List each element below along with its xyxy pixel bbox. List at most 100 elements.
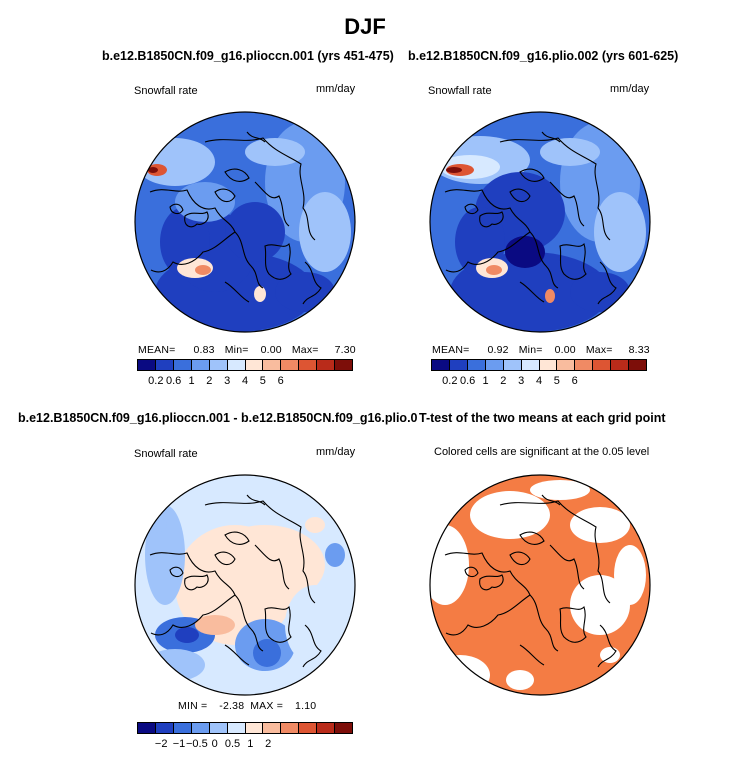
- cb1-swatch-7: [263, 360, 282, 370]
- panel3-map-border: [134, 474, 356, 696]
- panel2-map-cell-14: [570, 272, 630, 312]
- ticks1-label-5: 4: [241, 375, 249, 387]
- ticks3-label-4: 0.5: [224, 738, 241, 750]
- cb1-swatch-8: [281, 360, 300, 370]
- panel1-map-cell-8: [245, 138, 305, 166]
- cb3-swatch-3: [191, 723, 210, 733]
- ticks3-label-2: −0.5: [185, 738, 208, 750]
- cb2-swatch-1: [449, 360, 468, 370]
- ticks2-label-3: 2: [500, 375, 507, 387]
- panel3-map-cell-9: [285, 585, 345, 665]
- cb3-swatch-5: [227, 723, 246, 733]
- cb3-swatch-11: [335, 723, 353, 733]
- ticks3-label-6: 2: [265, 738, 272, 750]
- panel3-map-cell-11: [195, 615, 235, 635]
- panel3-map-cell-10: [143, 517, 167, 533]
- panel2-stats: MEAN= 0.92 Min= 0.00 Max= 8.33: [432, 344, 650, 356]
- panel2-title: b.e12.B1850CN.f09_g16.plio.002 (yrs 601-…: [408, 49, 679, 63]
- cb2-swatch-10: [611, 360, 630, 370]
- cb2-swatch-9: [593, 360, 612, 370]
- panel4-map-cell-1: [470, 491, 550, 539]
- panel2-units-label: mm/day: [610, 83, 650, 95]
- panel2-map-cell-6: [594, 192, 646, 272]
- ticks1-label-6: 5: [259, 375, 266, 387]
- ticks2-label-7: 6: [571, 375, 578, 387]
- panel4-subtitle: Colored cells are significant at the 0.0…: [434, 446, 650, 458]
- panel4-map: [430, 475, 650, 695]
- panel1-map-cell-6: [299, 192, 351, 272]
- panel3-map-cell-12: [305, 517, 325, 533]
- panel1-map-cell-13: [254, 286, 266, 302]
- cb3-swatch-4: [209, 723, 228, 733]
- cb1-swatch-2: [173, 360, 192, 370]
- panel1-map-cell-3: [135, 138, 215, 186]
- cb2-swatch-4: [503, 360, 522, 370]
- cb1-swatch-11: [335, 360, 353, 370]
- cb1-swatch-4: [209, 360, 228, 370]
- cb1-swatch-10: [317, 360, 336, 370]
- panel4-map-border: [429, 474, 651, 696]
- panel3-stats: MIN = -2.38 MAX = 1.10: [178, 700, 317, 712]
- ticks1-label-7: 6: [277, 375, 284, 387]
- ticks1-label-1: 0.6: [166, 375, 182, 387]
- panel1-stats: MEAN= 0.83 Min= 0.00 Max= 7.30: [138, 344, 356, 356]
- ticks1-label-2: 1: [188, 375, 195, 387]
- panel1-title: b.e12.B1850CN.f09_g16.plioccn.001 (yrs 4…: [102, 49, 394, 63]
- ticks2-label-4: 3: [518, 375, 525, 387]
- ticks2-label-0: 0.2: [442, 375, 458, 387]
- panel1-map-cell-15: [225, 202, 285, 262]
- cb2-swatch-11: [629, 360, 647, 370]
- panel1-map-cell-14: [275, 272, 335, 312]
- cb3-swatch-10: [317, 723, 336, 733]
- ticks1-label-4: 3: [224, 375, 231, 387]
- panel2-map: [430, 112, 650, 332]
- panel1-units-label: mm/day: [316, 83, 356, 95]
- panel2-map-cell-12: [486, 265, 502, 275]
- panel3-map-cell-13: [325, 543, 345, 567]
- panel4-map-cell-9: [600, 647, 620, 663]
- ticks3-label-1: −1: [172, 738, 186, 750]
- ticks1-label-0: 0.2: [148, 375, 164, 387]
- panel2-variable-label: Snowfall rate: [428, 85, 492, 97]
- panel2-colorbar: [431, 359, 647, 371]
- cb2-swatch-2: [467, 360, 486, 370]
- panel3-map-cell-8: [145, 649, 205, 681]
- panel4-map-cell-2: [570, 507, 630, 543]
- panel3-map: [135, 475, 355, 695]
- figure-title: DJF: [344, 14, 386, 39]
- ticks2-label-5: 4: [535, 375, 543, 387]
- cb2-swatch-0: [432, 360, 450, 370]
- cb1-swatch-6: [245, 360, 264, 370]
- panel3-colorbar: [137, 722, 353, 734]
- cb3-swatch-1: [155, 723, 174, 733]
- cb3-swatch-2: [173, 723, 192, 733]
- cb2-swatch-6: [539, 360, 558, 370]
- panel4-map-cell-8: [506, 670, 534, 690]
- panel4-map-cell-6: [614, 545, 646, 605]
- ticks2-label-1: 0.6: [460, 375, 476, 387]
- cb2-swatch-7: [557, 360, 576, 370]
- cb1-swatch-5: [227, 360, 246, 370]
- panel3-units-label: mm/day: [316, 446, 356, 458]
- ticks3-label-3: 0: [211, 738, 218, 750]
- panel3-map-cell-7: [253, 639, 281, 667]
- ticks3-label-5: 1: [247, 738, 254, 750]
- panel4-map-cell-3: [430, 525, 469, 605]
- panel1-map-cell-7: [175, 182, 235, 222]
- cb1-swatch-1: [155, 360, 174, 370]
- cb3-swatch-0: [138, 723, 156, 733]
- cb3-swatch-7: [263, 723, 282, 733]
- panel3-map-cell-2: [205, 525, 325, 605]
- cb1-swatch-9: [299, 360, 318, 370]
- ticks1-label-3: 2: [206, 375, 213, 387]
- cb1-swatch-3: [191, 360, 210, 370]
- ticks2-label-2: 1: [482, 375, 489, 387]
- cb3-swatch-8: [281, 723, 300, 733]
- panel2-map-cell-8: [540, 138, 600, 166]
- panel1-map: [135, 112, 355, 332]
- cb2-swatch-5: [521, 360, 540, 370]
- panel1-map-cell-12: [195, 265, 211, 275]
- ticks2-label-6: 5: [553, 375, 560, 387]
